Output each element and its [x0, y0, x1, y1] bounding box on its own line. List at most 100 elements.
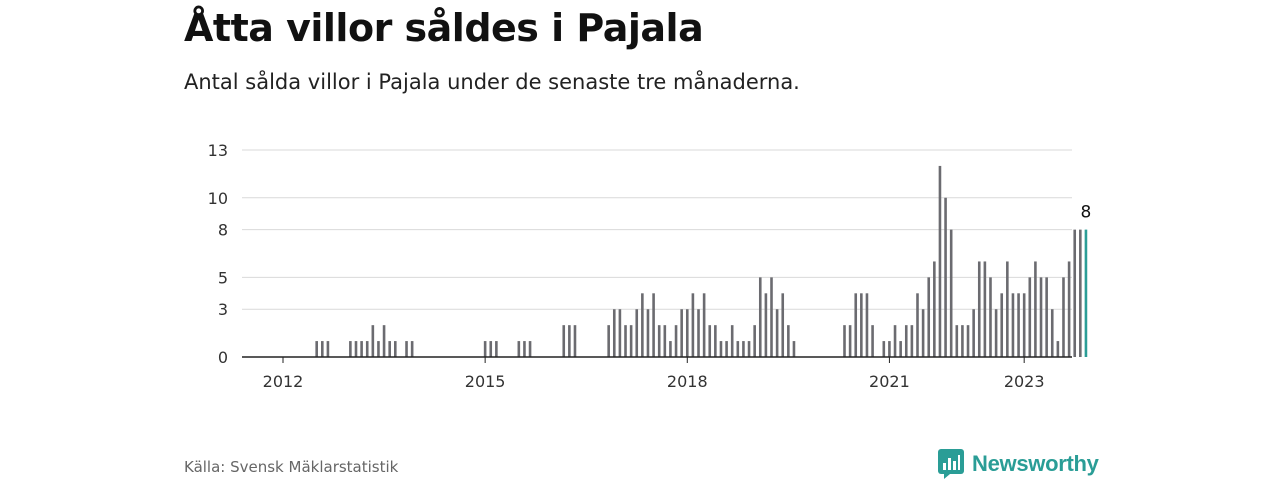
bar — [607, 325, 610, 357]
newsworthy-logo-text: Newsworthy — [972, 451, 1099, 476]
y-tick-label: 8 — [218, 221, 228, 240]
y-tick-label: 10 — [208, 189, 228, 208]
bar — [775, 309, 779, 357]
bar — [1045, 277, 1048, 357]
x-tick-label: 2021 — [869, 372, 910, 391]
bar — [1073, 229, 1077, 357]
bar — [349, 341, 352, 357]
gridlines — [242, 149, 1072, 310]
bar — [618, 309, 622, 357]
bar — [1039, 277, 1043, 357]
bar — [910, 325, 914, 357]
bar — [725, 341, 728, 357]
annotations: 8 — [1081, 203, 1092, 223]
bar — [792, 341, 796, 357]
bar — [657, 325, 661, 357]
bar — [854, 293, 858, 357]
bar — [691, 293, 695, 357]
bar — [916, 293, 919, 357]
bar — [573, 325, 577, 357]
bar — [921, 309, 925, 357]
newsworthy-logo: Newsworthy — [938, 449, 1099, 479]
bar — [1034, 261, 1037, 357]
bar — [770, 277, 773, 357]
bar — [860, 293, 863, 357]
bar — [742, 341, 745, 357]
bar — [517, 341, 521, 357]
bar — [523, 341, 526, 357]
bar — [781, 293, 785, 357]
bar — [714, 325, 717, 357]
bar — [994, 309, 998, 357]
bar — [1011, 293, 1015, 357]
bar — [1017, 293, 1020, 357]
x-tick-label: 2012 — [263, 372, 304, 391]
source-note: Källa: Svensk Mäklarstatistik — [184, 458, 399, 476]
bar — [708, 325, 712, 357]
bar — [949, 229, 953, 357]
bar — [388, 341, 391, 357]
y-axis-labels: 0 3 5 8 10 13 — [208, 141, 228, 367]
bar — [646, 309, 650, 357]
bar — [680, 309, 683, 357]
bar — [753, 325, 756, 357]
bar — [360, 341, 363, 357]
bar — [483, 341, 487, 357]
bar — [568, 325, 571, 357]
bar — [697, 309, 700, 357]
bar — [1079, 229, 1082, 357]
bar — [843, 325, 846, 357]
bar — [629, 325, 633, 357]
chart-title: Åtta villor såldes i Pajala — [184, 6, 704, 50]
bar — [702, 293, 706, 357]
x-tick-label: 2015 — [465, 372, 506, 391]
bar — [1067, 261, 1071, 357]
bar — [865, 293, 869, 357]
bar — [1022, 293, 1026, 357]
bar — [966, 325, 970, 357]
bar — [641, 293, 644, 357]
x-axis-ticks: 2012 2015 2018 2021 2023 — [263, 357, 1045, 391]
bar — [944, 197, 947, 357]
bar — [736, 341, 740, 357]
bar — [405, 341, 408, 357]
bar — [410, 341, 414, 357]
bar — [1028, 277, 1032, 357]
x-tick-label: 2023 — [1004, 372, 1045, 391]
bar — [624, 325, 627, 357]
bars — [315, 165, 1088, 357]
bar — [1050, 309, 1054, 357]
chart-subtitle: Antal sålda villor i Pajala under de sen… — [184, 70, 800, 94]
bar — [933, 261, 936, 357]
bar — [669, 341, 672, 357]
x-tick-label: 2018 — [667, 372, 708, 391]
bar — [377, 341, 380, 357]
newsworthy-logo-icon — [938, 449, 964, 479]
data-label: 8 — [1081, 203, 1092, 223]
bar — [955, 325, 959, 357]
bar — [326, 341, 330, 357]
bar — [961, 325, 964, 357]
highlighted-bar — [1084, 229, 1088, 357]
bar — [747, 341, 751, 357]
bar — [989, 277, 992, 357]
bar — [719, 341, 723, 357]
bar — [893, 325, 897, 357]
bar — [848, 325, 852, 357]
bar — [764, 293, 768, 357]
bar — [787, 325, 790, 357]
bar — [1000, 293, 1004, 357]
bar — [321, 341, 324, 357]
bar — [1006, 261, 1009, 357]
y-tick-label: 0 — [218, 348, 228, 367]
bar-chart: 0 3 5 8 10 13 2012 2015 2018 2021 2023 8 — [208, 141, 1092, 391]
bar — [888, 341, 891, 357]
bar — [927, 277, 931, 357]
bar — [882, 341, 886, 357]
bar — [394, 341, 397, 357]
y-tick-label: 13 — [208, 141, 228, 160]
bar — [1056, 341, 1060, 357]
bar — [365, 341, 369, 357]
bar — [758, 277, 762, 357]
bar — [528, 341, 532, 357]
